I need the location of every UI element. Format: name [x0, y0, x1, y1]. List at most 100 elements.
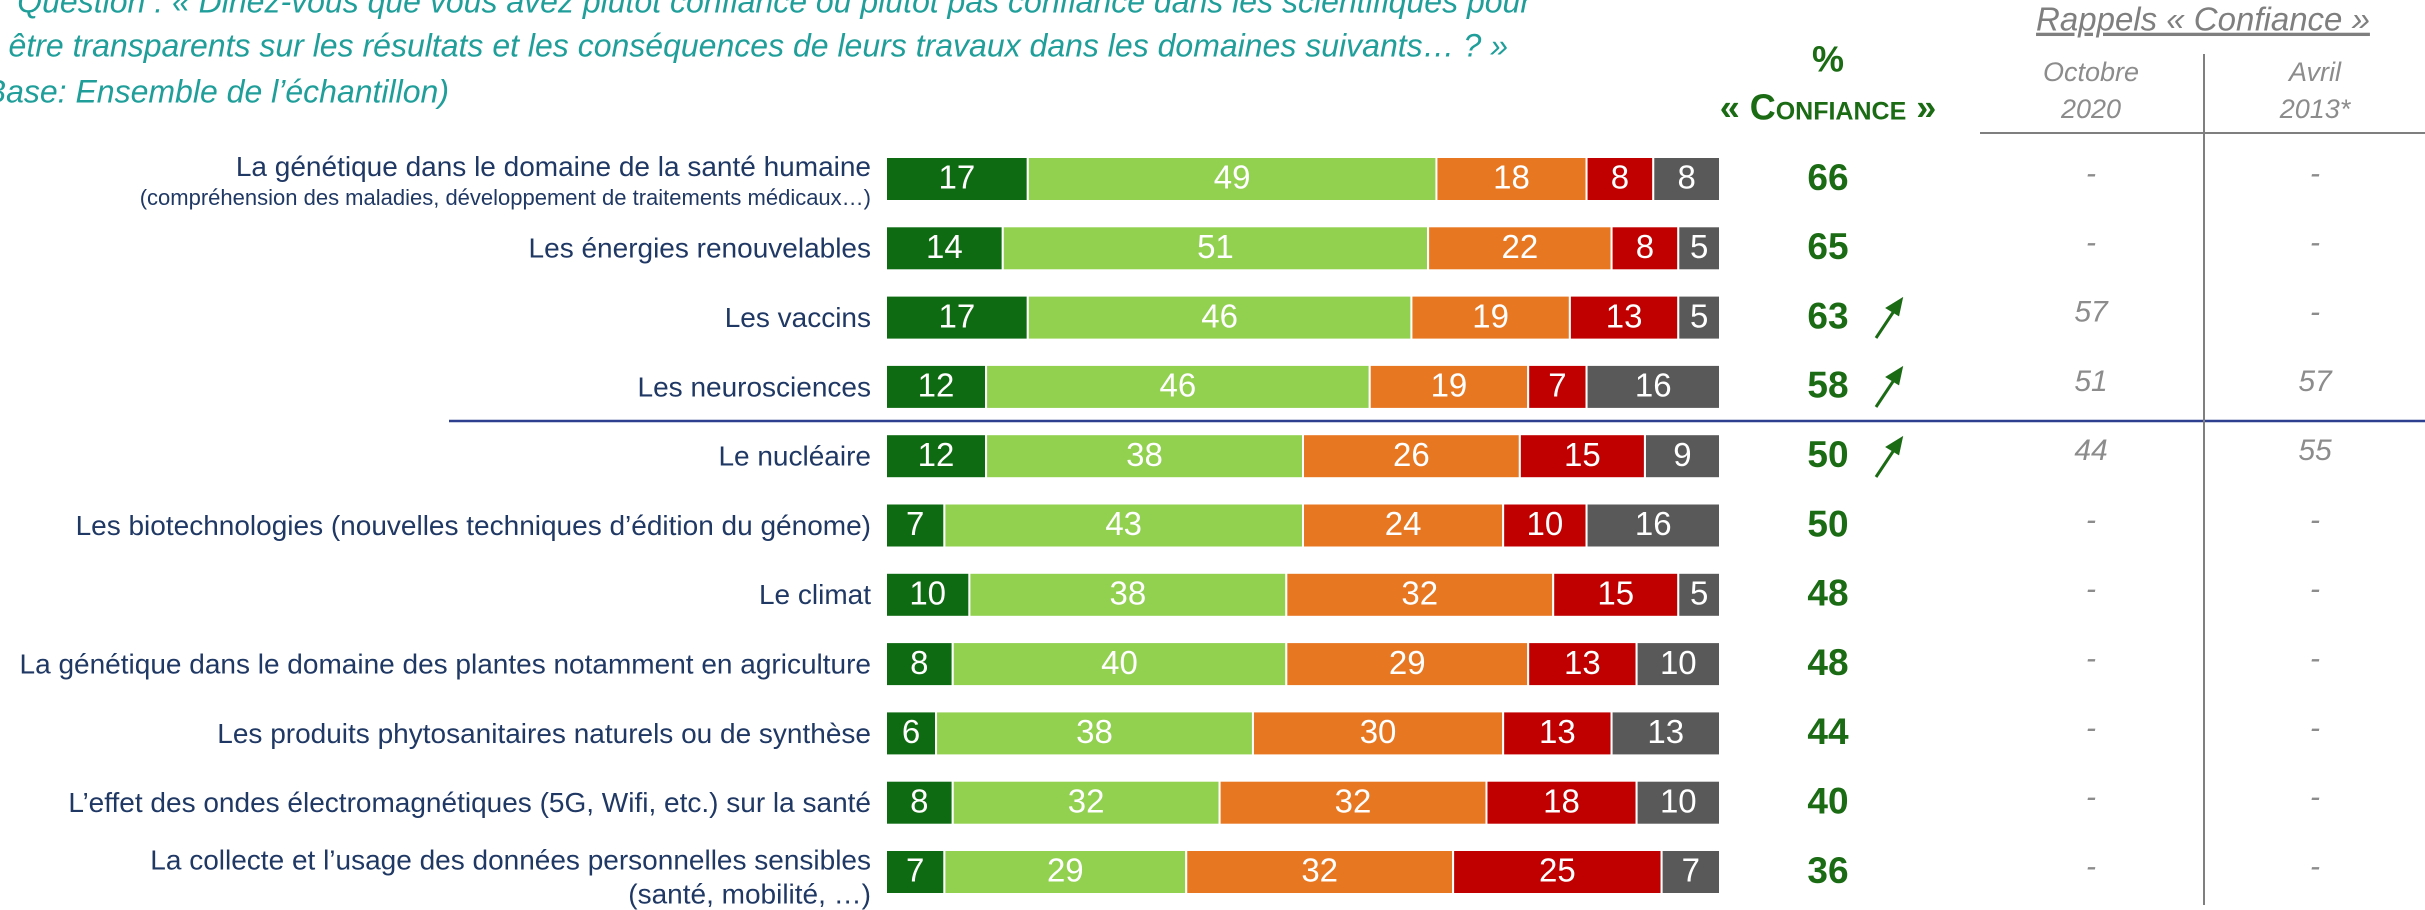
category-label: L’effet des ondes électromagnétiques (5G… — [68, 787, 871, 818]
segment-label: 26 — [1393, 436, 1430, 473]
recall-column-label: 2020 — [2060, 94, 2121, 124]
confidence-header: % — [1812, 39, 1844, 80]
category-label: La collecte et l’usage des données perso… — [150, 844, 871, 875]
segment-label: 25 — [1539, 852, 1576, 889]
segment-label: 9 — [1673, 436, 1691, 473]
bar-segment — [968, 571, 1288, 618]
bar-segment — [885, 571, 971, 618]
bar-segment — [951, 779, 1221, 826]
category-label: Les vaccins — [725, 302, 871, 333]
trend-arrow-head — [1885, 296, 1904, 317]
confidence-value: 58 — [1807, 365, 1848, 406]
segment-label: 14 — [926, 228, 963, 265]
bar-segment — [1026, 294, 1413, 341]
category-label: Le nucléaire — [718, 441, 871, 472]
category-label: Les énergies renouvelables — [529, 233, 871, 264]
segment-label: 8 — [910, 782, 928, 819]
segment-label: 18 — [1493, 159, 1530, 196]
segment-label: 38 — [1110, 575, 1147, 612]
bar-segment — [1677, 571, 1722, 618]
segment-label: 19 — [1431, 367, 1468, 404]
bar-segment — [1185, 849, 1455, 895]
bar-segment — [1585, 156, 1655, 202]
recall-value: - — [2310, 642, 2320, 675]
confidence-value: 66 — [1807, 157, 1848, 198]
bar-segment — [885, 294, 1029, 341]
recall-column-label: Octobre — [2043, 57, 2139, 87]
recall-value: - — [2086, 226, 2096, 259]
bar-segment — [1427, 225, 1613, 272]
recall-value: - — [2310, 573, 2320, 606]
recall-value: - — [2086, 711, 2096, 744]
confidence-value: 63 — [1807, 295, 1848, 336]
recall-value: - — [2086, 781, 2096, 814]
bar-segment — [1677, 294, 1722, 341]
bar-segment — [935, 710, 1254, 757]
segment-label: 51 — [1197, 228, 1234, 265]
bar-segment — [1410, 294, 1571, 341]
bar-segment — [985, 363, 1371, 410]
segment-label: 40 — [1101, 644, 1138, 681]
segment-label: 38 — [1076, 713, 1113, 750]
bar-segment — [885, 710, 938, 757]
confidence-value: 50 — [1807, 503, 1848, 544]
segment-label: 13 — [1539, 713, 1576, 750]
segment-label: 30 — [1360, 713, 1397, 750]
segment-label: 7 — [1682, 852, 1700, 889]
trend-arrow-head — [1885, 365, 1904, 386]
bar-segment — [1643, 433, 1721, 480]
recall-value: 57 — [2074, 296, 2109, 329]
category-label: Les produits phytosanitaires naturels ou… — [217, 718, 871, 749]
segment-label: 12 — [918, 367, 955, 404]
segment-label: 8 — [1611, 159, 1629, 196]
trend-arrow — [1874, 376, 1898, 408]
title-line: (Base: Ensemble de l’échantillon) — [0, 73, 449, 109]
confidence-header: « Confiance » — [1720, 87, 1937, 128]
segment-label: 46 — [1160, 367, 1197, 404]
segment-label: 29 — [1047, 852, 1084, 889]
recall-value: - — [2086, 573, 2096, 606]
bar-segment — [1485, 779, 1638, 826]
category-detail: (santé, mobilité, …) — [628, 878, 871, 909]
segment-label: 8 — [1677, 159, 1695, 196]
segment-label: 15 — [1564, 436, 1601, 473]
recall-value: - — [2310, 850, 2320, 883]
confidence-value: 44 — [1807, 711, 1849, 752]
segment-label: 43 — [1105, 505, 1142, 542]
bar-segment — [1677, 225, 1722, 272]
bar-segment — [1302, 502, 1505, 549]
recall-title: Rappels « Confiance » — [2036, 1, 2370, 38]
category-label: Les neurosciences — [638, 371, 871, 402]
segment-label: 22 — [1501, 228, 1538, 265]
bar-segment — [1452, 849, 1663, 895]
segment-label: 10 — [1660, 644, 1697, 681]
category-text: La génétique dans le domaine de la santé… — [236, 151, 871, 182]
bar-segment — [1660, 849, 1721, 895]
segment-label: 18 — [1543, 782, 1580, 819]
confidence-value: 50 — [1807, 434, 1848, 475]
segment-label: 10 — [1660, 782, 1697, 819]
category-label: La génétique dans le domaine des plantes… — [20, 648, 871, 679]
bar-segment — [1502, 502, 1588, 549]
segment-label: 10 — [1527, 505, 1564, 542]
recall-value: 55 — [2298, 434, 2332, 467]
segment-label: 32 — [1068, 782, 1105, 819]
recall-value: - — [2086, 642, 2096, 675]
segment-label: 8 — [1636, 228, 1654, 265]
segment-label: 49 — [1214, 159, 1251, 196]
segment-label: 32 — [1301, 852, 1338, 889]
bar-segment — [1585, 502, 1722, 549]
segment-label: 10 — [909, 575, 946, 612]
bar-segment — [1001, 225, 1430, 272]
confidence-value: 48 — [1807, 573, 1848, 614]
segment-label: 7 — [1548, 367, 1566, 404]
bar-segment — [1635, 641, 1721, 688]
bar-segment — [1302, 433, 1521, 480]
recall-value: - — [2086, 850, 2096, 883]
segment-label: 46 — [1201, 297, 1238, 334]
segment-label: 12 — [918, 436, 955, 473]
category-detail: (compréhension des maladies, développeme… — [140, 185, 871, 210]
segment-label: 32 — [1401, 575, 1438, 612]
